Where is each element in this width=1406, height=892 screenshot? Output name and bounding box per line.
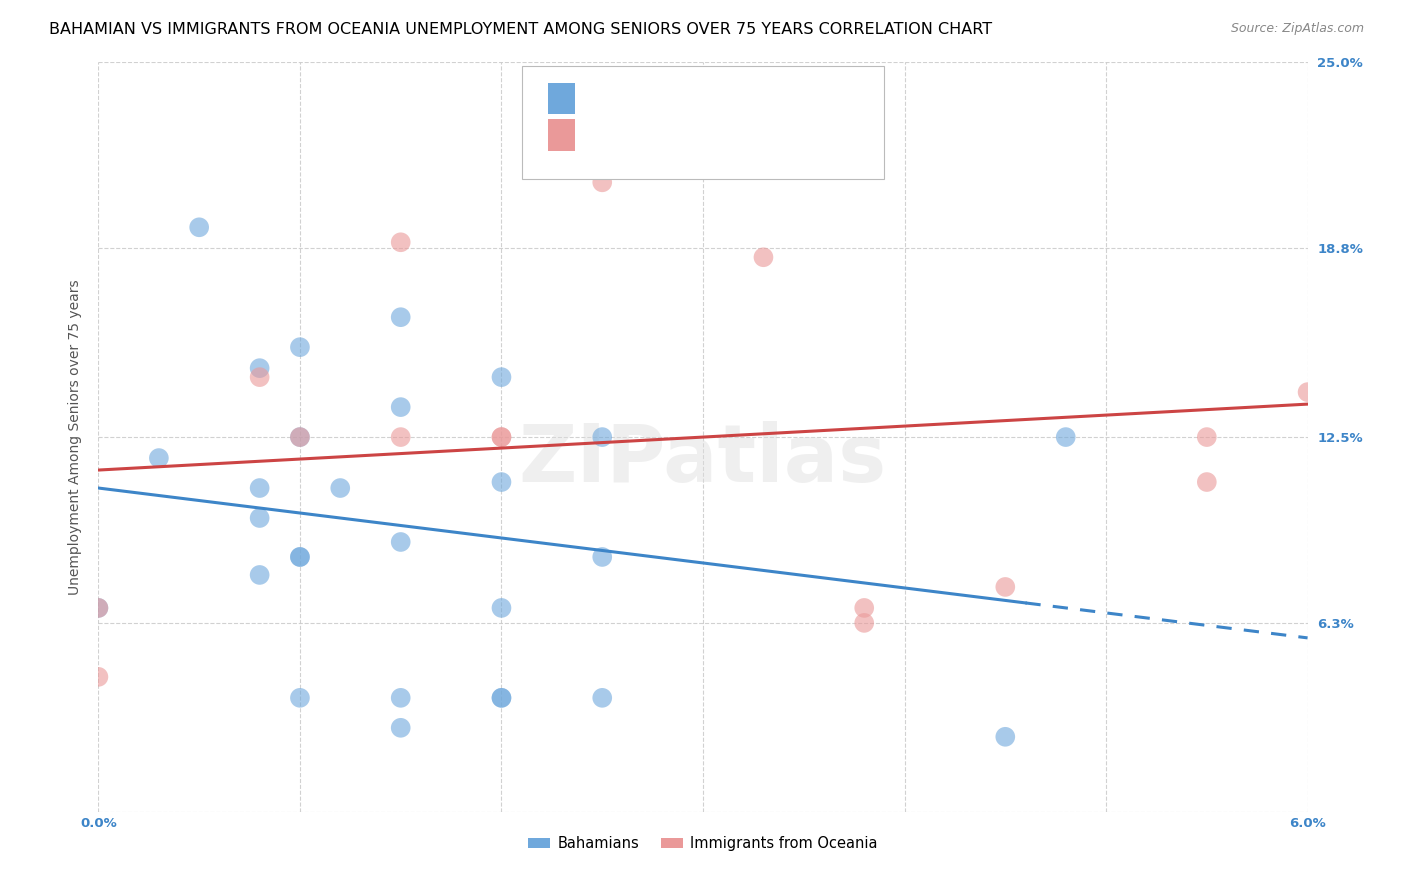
Point bbox=[389, 400, 412, 414]
Point bbox=[148, 451, 170, 466]
Point bbox=[249, 511, 271, 525]
Point bbox=[491, 370, 513, 384]
Point bbox=[249, 568, 271, 582]
Point bbox=[591, 549, 613, 564]
Point bbox=[1195, 475, 1218, 489]
Point bbox=[1195, 430, 1218, 444]
Point bbox=[853, 601, 876, 615]
Point bbox=[389, 430, 412, 444]
Point bbox=[288, 549, 311, 564]
Point bbox=[491, 475, 513, 489]
Point bbox=[1296, 385, 1319, 400]
Text: R =  0.164   N = 14: R = 0.164 N = 14 bbox=[592, 128, 758, 143]
Text: ZIPatlas: ZIPatlas bbox=[519, 420, 887, 499]
Point bbox=[853, 615, 876, 630]
Point bbox=[288, 340, 311, 354]
Point bbox=[491, 690, 513, 705]
Bar bbox=[548, 120, 575, 151]
Point bbox=[249, 370, 271, 384]
Text: R = -0.160   N = 28: R = -0.160 N = 28 bbox=[592, 91, 758, 106]
Text: BAHAMIAN VS IMMIGRANTS FROM OCEANIA UNEMPLOYMENT AMONG SENIORS OVER 75 YEARS COR: BAHAMIAN VS IMMIGRANTS FROM OCEANIA UNEM… bbox=[49, 22, 993, 37]
Point bbox=[87, 670, 110, 684]
Point bbox=[389, 535, 412, 549]
Point bbox=[87, 601, 110, 615]
Point bbox=[491, 430, 513, 444]
Point bbox=[87, 601, 110, 615]
Point bbox=[389, 690, 412, 705]
Point bbox=[249, 361, 271, 376]
Point bbox=[591, 175, 613, 189]
Point bbox=[288, 549, 311, 564]
Bar bbox=[548, 83, 575, 114]
Point bbox=[389, 235, 412, 250]
FancyBboxPatch shape bbox=[522, 66, 884, 178]
Point bbox=[591, 690, 613, 705]
Point bbox=[389, 310, 412, 325]
Point bbox=[288, 430, 311, 444]
Point bbox=[491, 690, 513, 705]
Point bbox=[491, 430, 513, 444]
Legend: Bahamians, Immigrants from Oceania: Bahamians, Immigrants from Oceania bbox=[523, 830, 883, 857]
Point bbox=[249, 481, 271, 495]
Point bbox=[288, 690, 311, 705]
Point bbox=[994, 580, 1017, 594]
Point bbox=[994, 730, 1017, 744]
Point bbox=[591, 430, 613, 444]
Point bbox=[491, 601, 513, 615]
Point bbox=[288, 430, 311, 444]
Y-axis label: Unemployment Among Seniors over 75 years: Unemployment Among Seniors over 75 years bbox=[69, 279, 83, 595]
Point bbox=[1054, 430, 1077, 444]
Point bbox=[329, 481, 352, 495]
Text: Source: ZipAtlas.com: Source: ZipAtlas.com bbox=[1230, 22, 1364, 36]
Point bbox=[188, 220, 211, 235]
Point bbox=[389, 721, 412, 735]
Point bbox=[752, 250, 775, 264]
